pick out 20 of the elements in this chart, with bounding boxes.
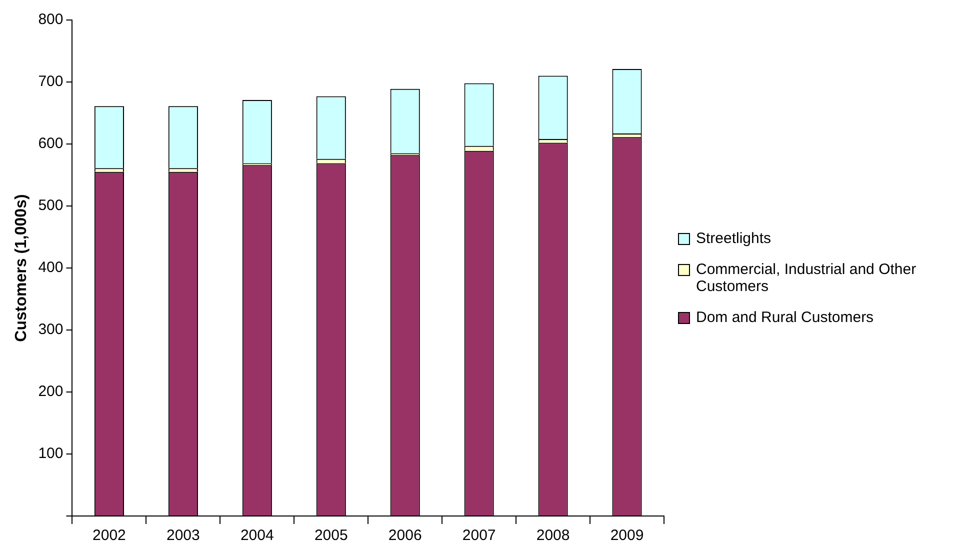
x-tick-label: 2009 bbox=[610, 527, 644, 544]
legend-label: Commercial, Industrial and Other Customers bbox=[696, 261, 918, 295]
y-tick-label: 300 bbox=[38, 321, 64, 338]
legend-label: Streetlights bbox=[696, 230, 772, 247]
y-tick-label: 200 bbox=[38, 383, 64, 400]
y-axis-title: Customers (1,000s) bbox=[13, 194, 30, 342]
x-tick-label: 2006 bbox=[388, 527, 422, 544]
legend-label: Dom and Rural Customers bbox=[696, 309, 875, 326]
y-tick-label: 400 bbox=[38, 259, 64, 276]
y-tick-label: 100 bbox=[38, 445, 64, 462]
y-tick-label: 600 bbox=[38, 135, 64, 152]
x-tick-label: 2008 bbox=[536, 527, 570, 544]
y-tick-label: 500 bbox=[38, 197, 64, 214]
y-tick-label: 700 bbox=[38, 73, 64, 90]
x-tick-label: 2005 bbox=[314, 527, 348, 544]
x-tick-label: 2004 bbox=[240, 527, 274, 544]
y-tick-label: 800 bbox=[38, 11, 64, 28]
x-tick-label: 2002 bbox=[92, 527, 126, 544]
x-tick-label: 2007 bbox=[462, 527, 496, 544]
x-tick-label: 2003 bbox=[166, 527, 200, 544]
